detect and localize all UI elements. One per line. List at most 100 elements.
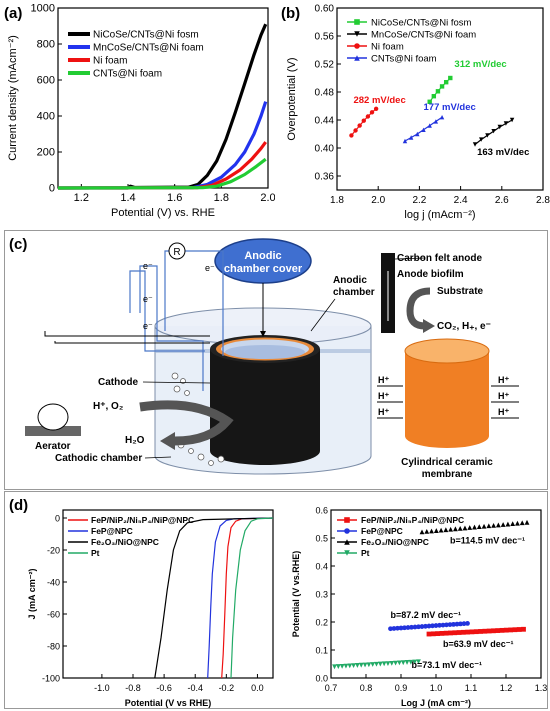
data-point	[457, 525, 463, 531]
data-point	[469, 629, 475, 635]
aerator-base	[25, 426, 81, 436]
series-line-0	[429, 77, 451, 103]
data-point	[402, 625, 407, 631]
y-tick-label: 200	[37, 147, 55, 159]
data-point	[358, 662, 364, 668]
data-point	[408, 659, 414, 665]
panel-a: 1.2 1.4 1.6 1.8 2.0 0 200 400 600 800 1000 Potentia…	[0, 0, 276, 228]
data-point	[405, 625, 411, 630]
series-2	[419, 519, 530, 535]
panel-label-c: (c)	[9, 236, 27, 253]
chamber-cover-label-2: chamber cover	[224, 263, 303, 275]
panel-label: (b)	[281, 5, 300, 22]
x-tick-label: 1.6	[167, 192, 182, 204]
anodic-chamber-label-2: chamber	[333, 287, 375, 298]
chart-d1-lsv: -1.0 -0.8 -0.6 -0.4 -0.2 0.0 -100 -80 -60 -40 -20 0…	[9, 497, 274, 708]
data-point	[452, 630, 458, 636]
data-point	[454, 621, 460, 627]
data-point	[433, 623, 439, 628]
data-point	[499, 627, 505, 633]
data-point	[444, 622, 449, 628]
proton-labels: H⁺ H⁺ H⁺ H⁺ H⁺ H⁺	[378, 375, 509, 417]
slope-label-0: 312 mV/dec	[454, 59, 506, 70]
y-axis-title: Potential (V vs.RHE)	[291, 551, 301, 638]
y-tick-label: -80	[47, 642, 60, 652]
data-point	[478, 629, 483, 634]
chart-b-tafel: 1.8 2.0 2.2 2.4 2.6 2.8 0.36 0.40 0.44 0.48 0.52 0.…	[281, 4, 550, 222]
data-point	[424, 529, 430, 534]
data-point	[347, 663, 353, 669]
data-point	[400, 660, 406, 666]
data-point	[476, 524, 482, 530]
carbon-felt-anode-label: Carbon felt anode	[397, 253, 482, 264]
y-tick-label: -100	[42, 674, 60, 684]
data-point	[385, 661, 391, 666]
data-point	[393, 660, 398, 666]
x-tick-label: 1.2	[74, 192, 89, 204]
external-circuit	[129, 250, 224, 391]
y-tick-label: 0.40	[315, 144, 335, 155]
legend-swatch-marker-1	[344, 528, 350, 534]
x-tick-label: 1.4	[120, 192, 135, 204]
series-line-2	[154, 517, 274, 679]
panel-label: (a)	[4, 5, 22, 22]
data-point	[388, 626, 393, 632]
data-point	[397, 660, 402, 666]
data-point	[460, 629, 466, 635]
legend-label-2: Ni foam	[93, 56, 127, 67]
y-tick-label: 0.44	[315, 116, 335, 127]
electron-label-3: e⁻	[143, 294, 153, 304]
x-tick-label: 0.0	[251, 683, 264, 693]
x-tick-label: 1.1	[465, 683, 478, 693]
series-line-3	[57, 157, 267, 190]
data-point	[443, 527, 449, 533]
data-point	[453, 526, 458, 532]
x-axis-title: log j (mAcm⁻²)	[404, 209, 475, 221]
data-point	[430, 623, 435, 629]
x-axis-title: Potential (V vs RHE)	[125, 698, 212, 708]
x-tick-label: 1.0	[430, 683, 443, 693]
data-point	[473, 629, 479, 635]
chart-a-current-density: 1.2 1.4 1.6 1.8 2.0 0 200 400 600 800 1000 Potentia…	[4, 3, 276, 220]
data-point	[503, 627, 509, 633]
x-tick-label: -0.2	[219, 683, 235, 693]
data-point	[512, 627, 518, 633]
data-point	[366, 662, 372, 668]
data-point	[419, 624, 425, 629]
data-point	[409, 624, 414, 630]
data-point	[426, 631, 432, 637]
series-1	[388, 621, 470, 632]
membrane-label-1: Cylindrical ceramic	[401, 457, 493, 468]
data-point	[426, 623, 432, 629]
legend-label-1: FeP@NPC	[361, 526, 403, 536]
y-tick-label: 600	[37, 75, 55, 87]
x-axis-title: Potential (V) vs. RHE	[111, 207, 215, 219]
y-tick-label: 0.2	[315, 618, 328, 628]
svg-text:H⁺: H⁺	[378, 407, 389, 417]
x-tick-label: 0.8	[360, 683, 373, 693]
h2o-label: H₂O	[125, 435, 145, 446]
panel-b: 1.8 2.0 2.2 2.4 2.6 2.8 0.36 0.40 0.44 0.48 0.52 0.…	[275, 0, 550, 228]
x-tick-label: 1.8	[214, 192, 229, 204]
resistor-symbol	[168, 242, 186, 260]
resistor-label: R	[173, 247, 180, 258]
x-tick-label: 1.2	[500, 683, 513, 693]
y-tick-label: 0.6	[315, 506, 328, 516]
electron-label-1: e⁻	[143, 261, 153, 271]
data-point	[491, 522, 496, 528]
data-point	[438, 527, 444, 533]
legend-label-3: CNTs@Ni foam	[371, 54, 437, 65]
svg-text:H⁺: H⁺	[498, 391, 509, 401]
anodic-chamber-label-1: Anodic	[333, 275, 367, 286]
y-tick-label: -60	[47, 610, 60, 620]
x-tick-label: 0.9	[395, 683, 408, 693]
data-point	[495, 628, 501, 633]
y-tick-label: 0.3	[315, 590, 328, 600]
data-point	[516, 627, 522, 632]
data-point	[435, 631, 440, 637]
series-line-3	[230, 517, 274, 679]
data-point	[458, 621, 463, 627]
legend-swatch-marker-0	[344, 517, 350, 523]
x-tick-label: 2.2	[412, 195, 426, 206]
products-label: CO₂, H₊, e⁻	[437, 321, 491, 332]
